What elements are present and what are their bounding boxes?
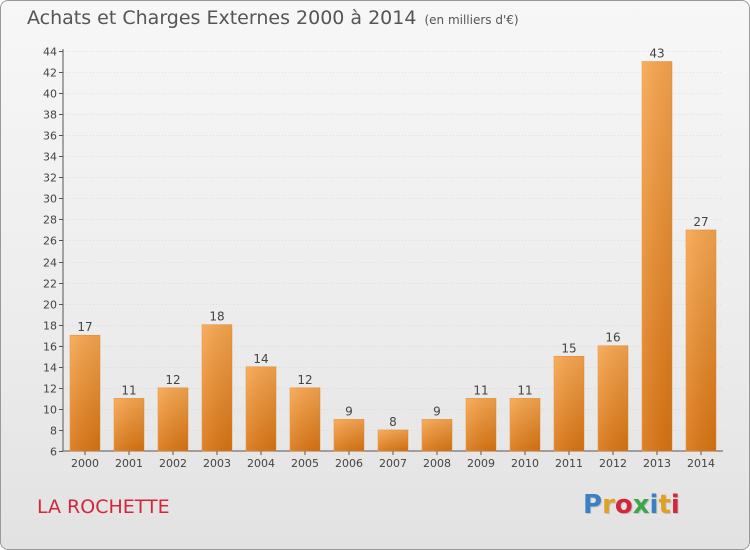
y-tick-label: 20 <box>43 299 57 312</box>
bar-shade-2002 <box>158 387 188 451</box>
logo-letter: o <box>614 490 633 520</box>
x-tick-label: 2007 <box>379 457 407 470</box>
y-tick-label: 28 <box>43 214 57 227</box>
y-tick-label: 38 <box>43 109 57 122</box>
y-tick-label: 26 <box>43 235 57 248</box>
y-tick-label: 6 <box>50 446 57 459</box>
bar-shade-2009 <box>466 398 496 451</box>
y-tick-label: 30 <box>43 193 57 206</box>
data-label: 17 <box>77 320 92 334</box>
bar-layer <box>69 61 717 452</box>
x-tick-label: 2014 <box>687 457 715 470</box>
data-label: 11 <box>473 383 488 397</box>
bar-shade-2004 <box>246 366 276 451</box>
x-tick-label: 2004 <box>247 457 275 470</box>
bar-shade-2013 <box>642 61 672 452</box>
x-tick-label: 2010 <box>511 457 539 470</box>
x-tick-label: 2000 <box>71 457 99 470</box>
logo-letter: r <box>602 490 615 520</box>
y-tick-label: 36 <box>43 130 57 143</box>
data-label: 43 <box>649 47 664 61</box>
grid-layer <box>63 51 723 431</box>
bar-shade-2005 <box>290 387 320 451</box>
y-tick-label: 44 <box>43 46 57 59</box>
x-tick-label: 2001 <box>115 457 143 470</box>
data-label: 18 <box>209 310 224 324</box>
data-label: 14 <box>253 352 268 366</box>
y-tick-label: 12 <box>43 383 57 396</box>
bar-shade-2011 <box>554 356 584 451</box>
data-label: 12 <box>165 373 180 387</box>
bar-shade-2001 <box>114 398 144 451</box>
logo-letter: P <box>583 490 603 520</box>
y-tick-label: 8 <box>50 425 57 438</box>
data-label: 9 <box>433 404 441 418</box>
bar-shade-2007 <box>378 429 408 451</box>
y-tick-label: 10 <box>43 404 57 417</box>
y-tick-label: 40 <box>43 88 57 101</box>
x-tick-label: 2002 <box>159 457 187 470</box>
logo-letter: t <box>658 490 671 520</box>
y-tick-label: 18 <box>43 320 57 333</box>
x-tick-label: 2005 <box>291 457 319 470</box>
x-tick-label: 2011 <box>555 457 583 470</box>
logo-letter: i <box>670 490 680 520</box>
x-tick-label: 2003 <box>203 457 231 470</box>
data-label: 9 <box>345 404 353 418</box>
bar-shade-2008 <box>422 419 452 451</box>
bar-shade-2003 <box>202 324 232 451</box>
x-tick-label: 2009 <box>467 457 495 470</box>
x-tick-label: 2008 <box>423 457 451 470</box>
bar-shade-2006 <box>334 419 364 451</box>
x-tick-label: 2006 <box>335 457 363 470</box>
commune-name: LA ROCHETTE <box>37 496 170 518</box>
y-tick-label: 16 <box>43 341 57 354</box>
bar-shade-2012 <box>598 345 628 451</box>
bar-shade-2010 <box>510 398 540 451</box>
y-tick-label: 42 <box>43 67 57 80</box>
chart-unit: (en milliers d'€) <box>424 13 519 27</box>
data-label: 11 <box>121 383 136 397</box>
logo-letter: i <box>649 490 659 520</box>
y-tick-label: 34 <box>43 151 57 164</box>
x-tick-label: 2013 <box>643 457 671 470</box>
data-label: 8 <box>389 415 397 429</box>
data-label: 11 <box>517 383 532 397</box>
y-tick-label: 32 <box>43 172 57 185</box>
x-tick-label: 2012 <box>599 457 627 470</box>
data-label: 12 <box>297 373 312 387</box>
bar-shade-2014 <box>686 229 716 451</box>
data-label: 27 <box>693 215 708 229</box>
y-tick-label: 22 <box>43 278 57 291</box>
logo-letter: x <box>632 490 650 520</box>
label-layer: 17 11 12 18 14 12 9 8 9 11 11 15 16 43 27 <box>77 47 708 429</box>
proxiti-logo[interactable]: Proxiti <box>583 490 680 520</box>
y-tick-label: 14 <box>43 362 57 375</box>
bar-shade-2000 <box>70 335 100 451</box>
y-tick-label: 24 <box>43 257 57 270</box>
chart-title-text: Achats et Charges Externes 2000 à 2014 <box>27 7 417 29</box>
data-label: 15 <box>561 341 576 355</box>
chart-title: Achats et Charges Externes 2000 à 2014 (e… <box>27 7 519 29</box>
data-label: 16 <box>605 331 620 345</box>
